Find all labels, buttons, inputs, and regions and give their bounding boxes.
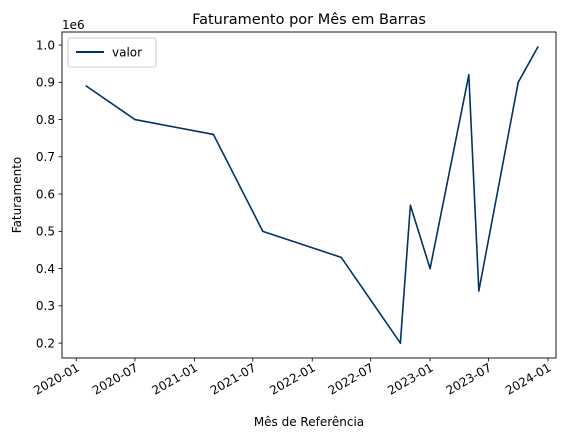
- data-point: [399, 342, 402, 344]
- y-tick-label: 0.7: [36, 150, 55, 164]
- x-tick-label: 2023-07: [444, 360, 494, 397]
- data-point: [478, 290, 480, 292]
- data-point: [340, 256, 343, 259]
- y-tick-label: 1.0: [36, 38, 55, 52]
- x-tick-label: 2024-01: [503, 360, 553, 397]
- y-tick-label: 0.3: [36, 299, 55, 313]
- y-tick-label: 0.8: [36, 113, 55, 127]
- data-point: [537, 46, 539, 48]
- legend: valor: [67, 37, 157, 68]
- x-tick-label: 2023-01: [385, 360, 435, 397]
- y-axis-label: Faturamento: [10, 157, 24, 233]
- y-tick-label: 0.4: [36, 262, 55, 276]
- data-point: [262, 230, 264, 233]
- data-point: [409, 204, 412, 207]
- data-point: [134, 118, 136, 121]
- x-axis: 2020-01 2020-07 2021-01 2021-07 2022-01 2022-…: [31, 358, 553, 398]
- legend-frame: [67, 37, 157, 68]
- y-axis: 0.2 0.3 0.4 0.5 0.6 0.7 0.8 0.9 1.0: [36, 38, 62, 350]
- x-tick-label: 2021-07: [208, 360, 258, 397]
- x-tick-label: 2021-01: [149, 360, 199, 397]
- data-point: [468, 74, 470, 76]
- data-point: [517, 81, 520, 84]
- legend-label-valor: valor: [112, 46, 142, 60]
- plot-area: 0.2 0.3 0.4 0.5 0.6 0.7 0.8 0.9 1.0 2020-01 2020-…: [31, 31, 557, 398]
- y-tick-label: 0.6: [36, 187, 55, 201]
- y-offset-label: 1e6: [62, 18, 85, 32]
- data-point: [85, 85, 88, 87]
- data-point: [429, 267, 431, 270]
- plot-frame: [61, 31, 557, 359]
- x-tick-label: 2020-01: [31, 360, 81, 397]
- x-axis-label: Mês de Referência: [254, 415, 364, 429]
- y-tick-label: 0.2: [36, 336, 55, 350]
- chart-title: Faturamento por Mês em Barras: [192, 12, 426, 28]
- y-tick-label: 0.9: [36, 76, 55, 90]
- x-tick-label: 2022-01: [267, 360, 317, 397]
- y-tick-label: 0.5: [36, 225, 55, 239]
- x-tick-label: 2020-07: [90, 360, 140, 397]
- series-line-valor: [85, 46, 539, 344]
- data-point: [212, 133, 215, 136]
- series-lines: [85, 46, 539, 344]
- x-tick-label: 2022-07: [326, 360, 376, 397]
